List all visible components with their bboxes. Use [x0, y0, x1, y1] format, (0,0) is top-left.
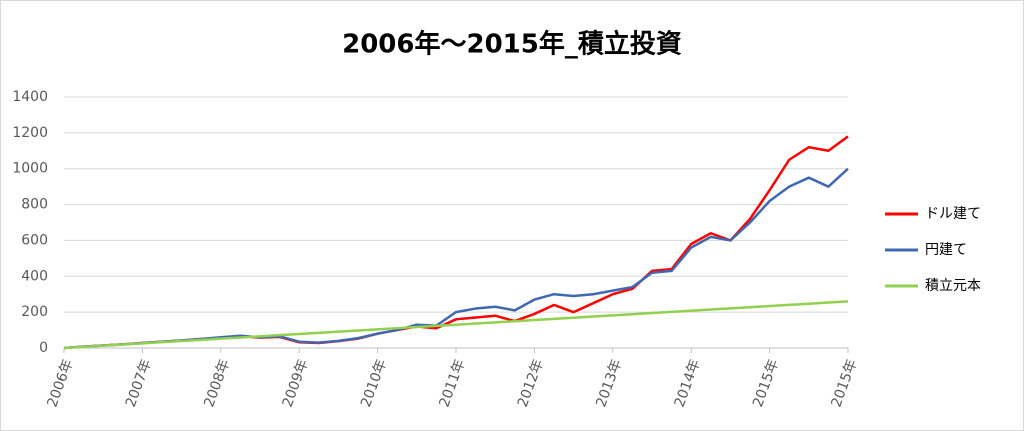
y-tick-label: 1200 [12, 125, 48, 141]
y-tick-label: 1400 [12, 89, 48, 105]
y-tick-label: 200 [21, 304, 48, 320]
legend-label: 積立元本 [925, 278, 981, 294]
chart-title: 2006年～2015年_積立投資 [342, 29, 682, 60]
series-line [63, 300, 849, 350]
y-tick-label: 800 [21, 197, 48, 213]
y-tick-label: 400 [21, 268, 48, 284]
legend-label: ドル建て [925, 206, 981, 222]
y-tick-label: 600 [21, 232, 48, 248]
legend-label: 円建て [925, 242, 967, 258]
y-tick-label: 0 [39, 340, 48, 356]
y-tick-label: 1000 [12, 161, 48, 177]
